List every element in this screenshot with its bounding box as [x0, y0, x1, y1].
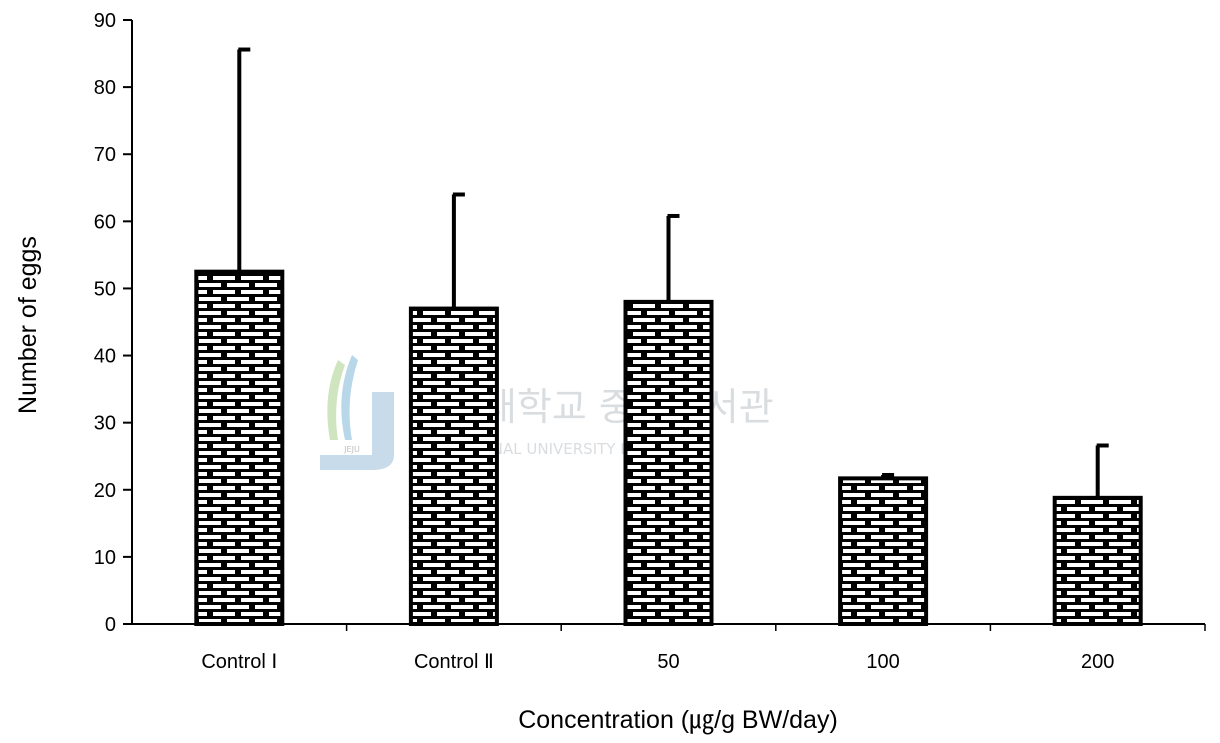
y-axis-title: Number of eggs [14, 236, 42, 414]
bar [408, 306, 499, 626]
bar [1052, 495, 1143, 627]
y-tick-label: 20 [94, 480, 116, 502]
y-axis: 0 10 20 30 40 50 60 70 80 90 [94, 10, 133, 636]
bars-group [194, 47, 1143, 627]
bar [838, 476, 929, 626]
y-tick-label: 70 [94, 144, 116, 166]
x-category-label: 100 [866, 651, 899, 673]
y-tick-label: 30 [94, 413, 116, 435]
x-category-label: Control Ⅱ [414, 651, 494, 673]
x-category-label: 50 [657, 651, 679, 673]
y-tick-label: 0 [105, 614, 116, 636]
x-axis: Control Ⅰ Control Ⅱ 50 100 200 [132, 623, 1206, 673]
x-category-label: Control Ⅰ [201, 651, 277, 673]
bar [623, 299, 714, 626]
y-tick-label: 60 [94, 211, 116, 233]
y-tick-label: 50 [94, 278, 116, 300]
bar [194, 269, 285, 626]
y-tick-label: 80 [94, 77, 116, 99]
x-axis-title: Concentration (㎍/g BW/day) [518, 706, 838, 735]
x-category-label: 200 [1081, 651, 1114, 673]
watermark-logo-text: JEJU [343, 445, 360, 454]
y-tick-label: 90 [94, 10, 116, 32]
y-tick-label: 10 [94, 547, 116, 569]
y-tick-label: 40 [94, 346, 116, 368]
university-logo: JEJU [320, 355, 394, 470]
